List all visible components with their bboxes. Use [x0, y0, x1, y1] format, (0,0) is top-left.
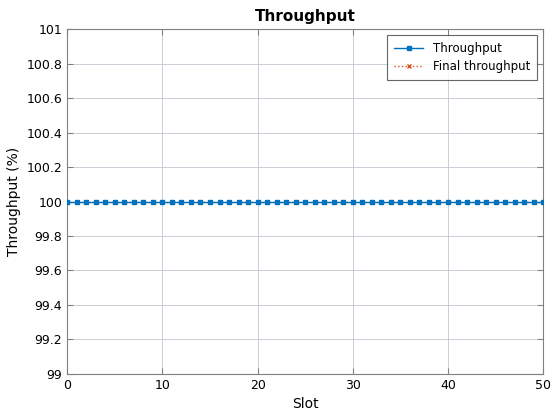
X-axis label: Slot: Slot [292, 397, 319, 411]
Throughput [530, 199, 537, 204]
Throughput [407, 199, 413, 204]
Final throughput [207, 199, 213, 204]
Final throughput [64, 199, 71, 204]
Line: Throughput: Throughput [65, 199, 545, 204]
Throughput [378, 199, 385, 204]
Final throughput [530, 199, 537, 204]
Throughput [207, 199, 213, 204]
Line: Final throughput: Final throughput [65, 199, 545, 204]
Throughput [540, 199, 547, 204]
Final throughput [378, 199, 385, 204]
Y-axis label: Throughput (%): Throughput (%) [7, 147, 21, 256]
Final throughput [216, 199, 223, 204]
Throughput [64, 199, 71, 204]
Final throughput [169, 199, 175, 204]
Final throughput [407, 199, 413, 204]
Throughput [169, 199, 175, 204]
Throughput [216, 199, 223, 204]
Title: Throughput: Throughput [255, 9, 356, 24]
Legend: Throughput, Final throughput: Throughput, Final throughput [387, 35, 537, 80]
Final throughput [540, 199, 547, 204]
